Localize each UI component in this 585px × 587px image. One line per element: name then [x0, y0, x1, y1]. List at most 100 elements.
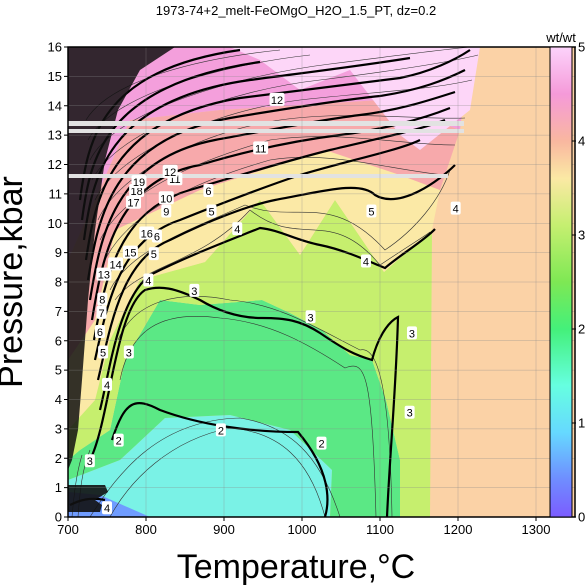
contour-label: 4 — [453, 204, 459, 216]
contour-label-bg — [84, 454, 95, 468]
x-axis: 700 800 900 1000 1100 1200 1300 — [57, 517, 550, 537]
contour-label: 9 — [163, 207, 169, 219]
contour-label-bg — [316, 436, 327, 450]
contour-label-bg — [143, 273, 154, 287]
contour-label-bg — [94, 324, 105, 338]
x-tick-label: 1200 — [444, 522, 473, 537]
contour-label-bg — [102, 501, 112, 515]
grid-lines — [68, 47, 575, 517]
contour-label: 2 — [318, 439, 324, 451]
x-tick-label: 800 — [135, 522, 157, 537]
x-tick-label: 1100 — [366, 522, 394, 537]
field-region-pink — [68, 47, 470, 260]
contour-label: 8 — [99, 295, 105, 307]
field-region-yellowgreen — [68, 200, 432, 517]
contour-label-bg — [98, 345, 109, 359]
black-noise-fill — [68, 47, 175, 470]
colorbar-tick-label: 5 — [578, 40, 585, 55]
contour-label: 4 — [104, 503, 110, 515]
contour-label-bg — [189, 283, 200, 297]
contour-label: 5 — [368, 207, 374, 219]
contour-label-bg — [203, 183, 214, 197]
contour-label: 2 — [218, 425, 224, 437]
contour-label-bg — [123, 345, 134, 359]
contour-label-bg — [305, 310, 316, 324]
colorbar-tick-label: 0 — [578, 510, 585, 525]
y-tick-label: 3 — [55, 421, 62, 436]
contour-label: 3 — [87, 456, 93, 468]
contour-label: 4 — [104, 380, 110, 392]
contour-label-bg — [215, 423, 226, 437]
x-tick-label: 700 — [57, 522, 79, 537]
contour-label-bg — [97, 292, 108, 306]
contour-label: 18 — [131, 186, 143, 198]
contour-label: 6 — [97, 327, 103, 339]
contour-label-bg — [102, 377, 112, 391]
contour-label: 12 — [271, 95, 283, 107]
field-region-low — [68, 415, 332, 517]
chart-title: 1973-74+2_melt-FeOMgO_H2O_1.5_PT, dz=0.2 — [156, 3, 436, 18]
contour-label: 13 — [98, 270, 110, 282]
gap-band-2 — [68, 129, 464, 133]
y-tick-label: 11 — [49, 186, 63, 201]
contour-label-bg — [151, 229, 162, 243]
y-tick-label: 4 — [55, 392, 62, 407]
y-tick-label: 8 — [55, 275, 62, 290]
x-axis-title: Temperature,°C — [177, 548, 415, 586]
contour-label: 5 — [208, 207, 214, 219]
contour-label: 6 — [205, 186, 211, 198]
y-tick-label: 15 — [48, 69, 62, 84]
contour-label: 6 — [154, 231, 160, 243]
black-noise-fill-lower — [68, 485, 108, 512]
contour-label-bg — [158, 191, 174, 205]
y-tick-label: 6 — [55, 333, 62, 348]
y-tick-label: 7 — [55, 304, 62, 319]
contour-label: 4 — [234, 224, 240, 236]
contour-label-bg — [108, 257, 124, 271]
y-tick-label: 1 — [55, 480, 62, 495]
y-tick-label: 0 — [55, 510, 62, 525]
colorbar-tick-label: 4 — [578, 134, 585, 149]
colorbar-tick-label: 2 — [578, 322, 585, 337]
y-tick-label: 5 — [55, 363, 62, 378]
gap-band-3 — [68, 174, 448, 178]
contour-label: 4 — [145, 276, 151, 288]
contour-label-bg — [148, 247, 159, 261]
contour-label: 5 — [151, 249, 157, 261]
contour-label: 3 — [409, 328, 415, 340]
y-tick-label: 16 — [48, 40, 62, 55]
colorbar-tick-label: 3 — [578, 228, 585, 243]
contour-label-bg — [96, 305, 107, 319]
contour-label-bg — [406, 326, 417, 340]
y-tick-label: 12 — [48, 157, 62, 172]
contour-label-bg — [360, 254, 371, 268]
contour-label: 2 — [116, 436, 122, 448]
contour-label: 17 — [127, 198, 139, 210]
contour-label: 5 — [100, 348, 106, 360]
contour-label: 19 — [133, 177, 145, 189]
y-tick-label: 10 — [48, 216, 62, 231]
contour-label-bg — [162, 164, 178, 178]
contour-label: 10 — [160, 193, 172, 205]
field-region-yellow — [68, 150, 440, 430]
contour-label-bg — [126, 195, 142, 209]
white-gap-bands — [68, 121, 464, 178]
contour-label-bg — [253, 141, 269, 155]
contour-label: 11 — [255, 143, 266, 155]
colorbar-label: wt/wt — [545, 30, 576, 45]
contour-label: 7 — [98, 308, 104, 320]
contour-label-bg — [232, 222, 243, 236]
contour-label-bg — [366, 204, 377, 218]
contour-label-bg — [269, 92, 285, 106]
colorbar: wt/wt 0 1 2 3 4 5 — [545, 30, 585, 525]
contour-label-bg — [122, 245, 138, 259]
contour-label-bg — [450, 201, 461, 215]
black-noise-region — [68, 47, 175, 512]
field-region-green — [68, 300, 400, 517]
contour-label: 4 — [363, 256, 369, 268]
colorbar-ticks: 0 1 2 3 4 5 — [572, 40, 585, 525]
